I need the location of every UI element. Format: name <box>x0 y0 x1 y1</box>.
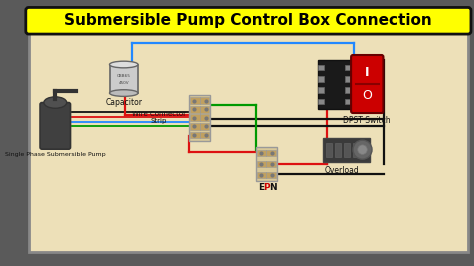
Text: Wire Connector
Strip: Wire Connector Strip <box>132 111 186 124</box>
Text: I: I <box>365 66 370 78</box>
Bar <box>346 87 351 93</box>
Bar <box>344 143 350 157</box>
Bar <box>327 143 332 157</box>
Circle shape <box>358 145 367 154</box>
Text: P: P <box>263 184 270 192</box>
FancyBboxPatch shape <box>40 103 71 149</box>
Bar <box>318 65 324 70</box>
Bar <box>257 161 276 167</box>
Bar <box>318 99 324 105</box>
Bar <box>346 76 351 82</box>
Bar <box>191 114 210 121</box>
Text: N: N <box>269 184 277 192</box>
Bar <box>28 33 468 252</box>
Bar <box>191 106 210 113</box>
Bar <box>335 143 341 157</box>
Text: O: O <box>362 89 372 102</box>
Text: CBB65: CBB65 <box>117 74 131 78</box>
Text: E: E <box>258 184 264 192</box>
Bar <box>191 97 210 104</box>
Bar <box>346 65 351 70</box>
Bar <box>318 87 324 93</box>
FancyBboxPatch shape <box>351 55 383 113</box>
Text: Overload: Overload <box>324 166 359 175</box>
Text: Single Phase Submersible Pump: Single Phase Submersible Pump <box>5 152 106 157</box>
Ellipse shape <box>109 61 138 68</box>
Bar <box>257 172 276 178</box>
Text: Capacitor: Capacitor <box>105 98 142 107</box>
Bar <box>346 99 351 105</box>
Bar <box>191 123 210 130</box>
Bar <box>256 147 277 181</box>
FancyBboxPatch shape <box>26 7 471 34</box>
Bar <box>257 150 276 156</box>
Text: 450V: 450V <box>118 81 129 85</box>
Bar <box>323 138 370 161</box>
Ellipse shape <box>44 97 67 108</box>
Bar <box>318 60 351 109</box>
Bar <box>191 132 210 138</box>
Circle shape <box>353 140 372 159</box>
Bar <box>109 65 138 93</box>
Text: DPST Switch: DPST Switch <box>344 116 391 125</box>
Bar <box>318 76 324 82</box>
Bar <box>353 143 359 157</box>
Text: Submersible Pump Control Box Connection: Submersible Pump Control Box Connection <box>64 13 432 28</box>
Ellipse shape <box>109 90 138 96</box>
Bar <box>190 95 210 141</box>
